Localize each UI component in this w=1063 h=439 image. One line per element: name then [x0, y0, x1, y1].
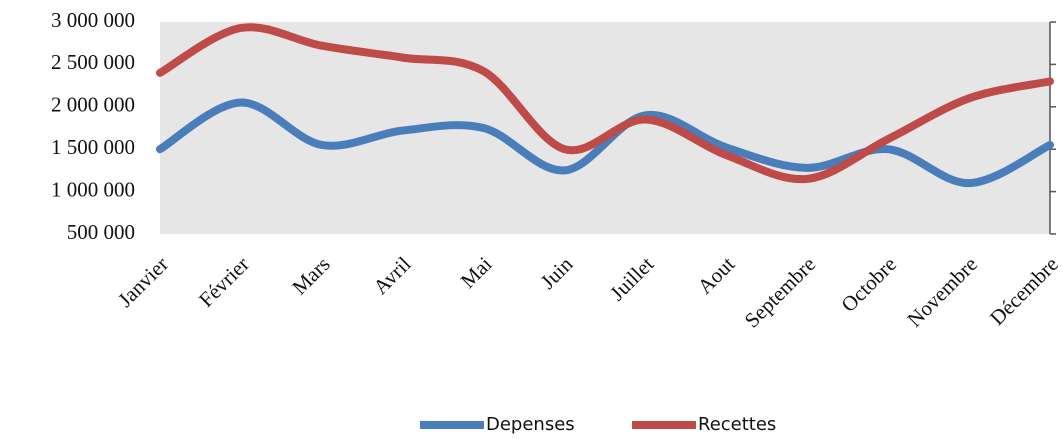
x-tick-label: Mai: [456, 252, 497, 293]
x-tick-label: Novembre: [902, 252, 982, 332]
y-tick-label: 1 000 000: [51, 177, 135, 201]
x-tick-label: Octobre: [836, 252, 901, 317]
x-tick-label: Décembre: [985, 252, 1063, 330]
x-tick-label: Février: [194, 252, 254, 312]
series-line: [156, 23, 1054, 184]
x-tick-label: Janvier: [113, 252, 173, 312]
x-tick-label: Aout: [693, 252, 740, 299]
y-tick-label: 2 000 000: [51, 93, 135, 117]
y-tick-label: 500 000: [67, 220, 135, 244]
x-tick-label: Juin: [536, 252, 578, 294]
legend-label: Recettes: [698, 414, 776, 435]
x-tick-label: Septembre: [740, 252, 820, 332]
x-tick-label: Avril: [368, 252, 415, 299]
x-tick-label: Juillet: [605, 252, 658, 305]
y-tick-label: 1 500 000: [51, 135, 135, 159]
y-tick-label: 3 000 000: [51, 8, 135, 32]
series-line: [156, 98, 1054, 188]
legend-label: Depenses: [486, 414, 575, 435]
x-tick-label: Mars: [287, 252, 334, 299]
y-tick-label: 2 500 000: [51, 50, 135, 74]
